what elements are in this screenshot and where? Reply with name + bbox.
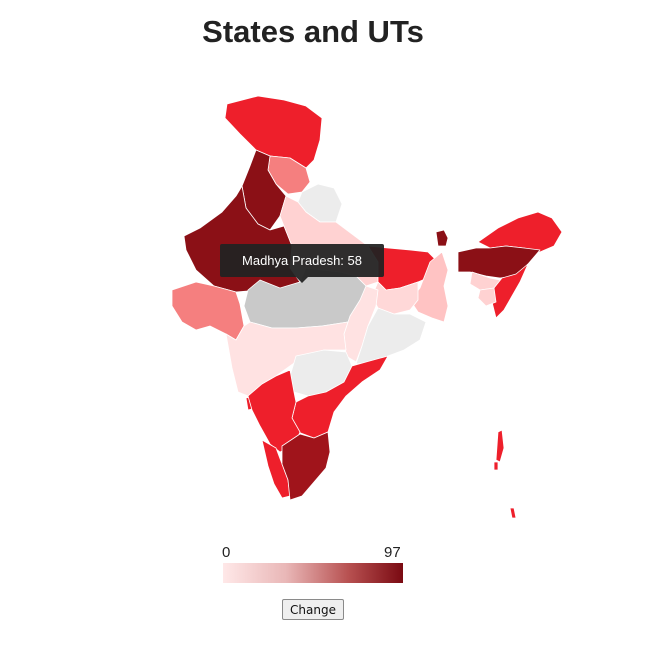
region-jammu-kashmir[interactable]	[224, 95, 323, 169]
chart-title: States and UTs	[202, 14, 424, 49]
region-tamil-nadu[interactable]	[281, 431, 331, 501]
legend-max-label: 97	[384, 544, 401, 561]
change-button[interactable]: Change	[282, 599, 344, 620]
region-sikkim[interactable]	[435, 229, 449, 247]
tooltip-arrow	[296, 277, 308, 283]
region-arunachal-pradesh[interactable]	[477, 211, 563, 253]
map-tooltip: Madhya Pradesh: 58	[220, 244, 384, 277]
region-andaman-nicobar[interactable]	[493, 429, 517, 519]
region-chhattisgarh[interactable]	[343, 285, 379, 363]
region-nagaland-manipur-mizoram[interactable]	[491, 263, 529, 319]
region-tripura[interactable]	[477, 287, 497, 307]
legend-min-label: 0	[222, 544, 231, 561]
region-karnataka[interactable]	[247, 369, 301, 453]
legend-color-scale	[223, 563, 403, 583]
region-odisha[interactable]	[355, 307, 427, 365]
region-punjab[interactable]	[241, 149, 287, 231]
region-assam[interactable]	[457, 245, 541, 279]
